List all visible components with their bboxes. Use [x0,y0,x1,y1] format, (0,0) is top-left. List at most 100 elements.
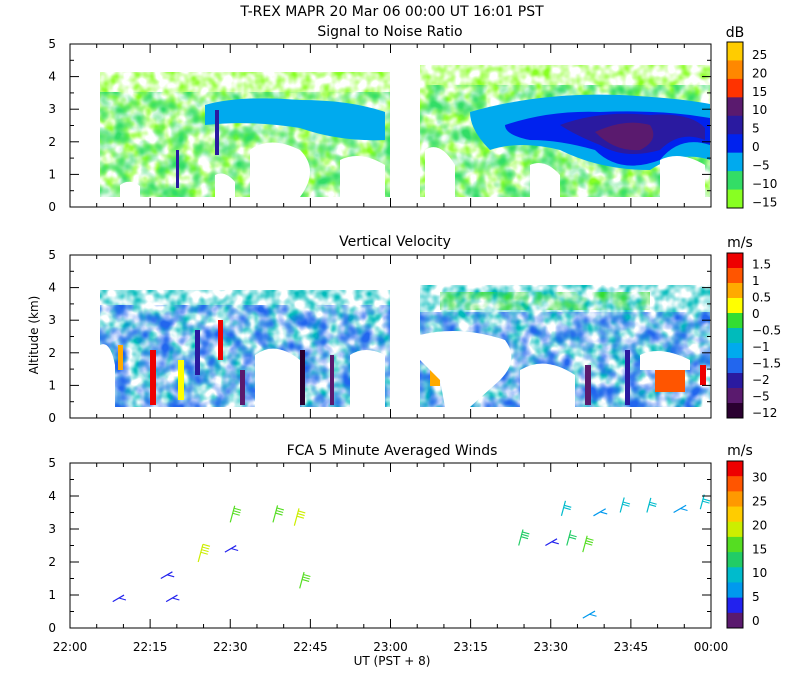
colorbar-label: −5 [752,390,770,404]
colorbar-swatch [727,97,743,117]
colorbar-label: −15 [752,195,777,209]
x-tick-label: 23:00 [373,640,408,654]
wind-barb-flag [301,578,310,582]
colorbar-swatch [727,60,743,80]
colorbar-label: 10 [752,103,767,117]
wind-barb-flag [200,551,208,555]
wind-barb-flag [585,542,593,546]
x-tick-label: 23:30 [533,640,568,654]
colorbar-label: 0 [752,614,760,628]
snr-blue-streak-2 [176,150,179,188]
wind-barb-flag [230,547,239,552]
colorbar-label: 0.5 [752,291,771,305]
wind-barb-flag [201,549,209,553]
colorbar-swatch [727,491,743,508]
y-tick-label: 2 [48,135,56,149]
wind-barb-flag [622,503,630,507]
colorbar-swatch [727,461,743,477]
colorbar-swatch [727,152,743,172]
wind-barb-flag [563,507,571,511]
y-tick-label: 0 [48,621,56,635]
wind-barb [545,538,558,547]
colorbar-unit-snr: dB [726,25,745,41]
colorbar-label: 0 [752,140,760,154]
wind-barb-flag [569,534,577,538]
wind-barb-flag [276,507,285,511]
colorbar-swatch [727,171,743,191]
colorbar-label: 20 [752,66,767,80]
colorbar-label: 25 [752,48,767,62]
velocity-heatmap [100,285,710,407]
wind-barb-flag [232,512,240,516]
wind-barb-flag [302,576,310,580]
wind-barb-flag [702,498,711,502]
wind-barb-flag [521,533,529,537]
wind-barb [593,508,606,517]
wind-barb-flag [589,613,597,617]
colorbar-swatch [727,253,743,269]
wind-barbs [112,494,711,619]
y-tick-label: 2 [48,346,56,360]
x-tick-label: 22:45 [293,640,328,654]
colorbar-label: 10 [752,566,767,580]
wind-barb-flag [172,597,180,601]
colorbar-swatch [727,388,743,404]
colorbar-swatch [727,343,743,359]
wind-barb-flag [622,501,631,505]
colorbar-swatch [727,552,743,568]
x-axis-label: UT (PST + 8) [354,654,431,668]
y-tick-label: 5 [48,248,56,262]
colorbar-swatch [727,521,743,538]
vel-purple-streaks [195,330,630,405]
wind-barb [112,594,125,603]
snr-purple-core [595,122,654,151]
wind-barb-flag [202,546,210,550]
colorbar-swatch [727,42,743,61]
colorbar-label: 15 [752,85,767,99]
colorbar-label: −1.5 [752,357,781,371]
colorbar-swatch [727,476,743,492]
colorbar-label: −0.5 [752,324,781,338]
wind-barb [582,610,596,619]
wind-barb [673,504,687,514]
snr-blue-streak-1 [215,110,219,155]
wind-barb-flag [275,512,283,516]
vel-noise-gaps [100,331,690,407]
colorbar-swatch [727,597,743,614]
panel-title-winds: FCA 5 Minute Averaged Winds [287,443,498,459]
colorbar-swatch [727,268,743,284]
colorbar-swatch [727,78,743,98]
y-tick-label: 4 [48,281,56,295]
x-tick-label: 22:00 [53,640,88,654]
wind-barb [699,494,705,510]
wind-barb-flag [233,510,241,514]
panel-title-snr: Signal to Noise Ratio [317,24,462,40]
wind-barb [619,497,625,513]
colorbar-swatch [727,567,743,583]
colorbar-unit-winds: m/s [727,443,753,459]
colorbar-swatch [727,115,743,135]
colorbar-frame [726,41,744,209]
wind-barb-flag [297,513,305,517]
y-tick-label: 1 [48,167,56,181]
colorbar-swatch [727,189,743,209]
colorbar-frame [726,252,744,419]
colorbar-swatch [727,283,743,299]
panel-title-velocity: Vertical Velocity [339,234,451,250]
vel-green-top [440,292,650,310]
x-tick-label: 23:15 [453,640,488,654]
wind-barb-flag [568,536,577,540]
wind-barb-flag [680,507,688,512]
wind-barb [560,500,567,516]
colorbar-swatch [727,506,743,523]
colorbar-swatch [727,328,743,344]
colorbar-swatch [727,536,743,553]
y-tick-label: 1 [48,588,56,602]
wind-barb-flag [303,573,311,578]
y-tick-label: 1 [48,378,56,392]
wind-barb-flag [600,511,608,515]
colorbar-label: −5 [752,159,770,173]
colorbar-swatch [727,313,743,329]
y-tick-label: 3 [48,313,56,327]
x-tick-label: 00:00 [694,640,729,654]
